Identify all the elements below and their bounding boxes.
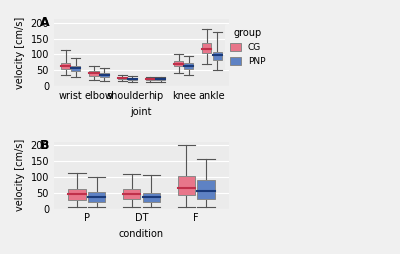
Bar [146,78,155,80]
Bar [118,77,127,79]
Bar [88,192,105,202]
Bar [184,63,193,69]
Bar [212,52,222,60]
Bar [123,189,140,199]
Text: B: B [40,138,50,152]
Text: A: A [40,16,50,29]
Bar [68,189,86,200]
Legend: CG, PNP: CG, PNP [225,24,270,70]
Y-axis label: velocity [cm/s]: velocity [cm/s] [15,17,25,89]
X-axis label: joint: joint [131,107,152,117]
Bar [61,63,70,69]
Bar [197,180,215,199]
Bar [142,193,160,202]
Bar [156,78,165,81]
Y-axis label: velocity [cm/s]: velocity [cm/s] [15,139,25,211]
Bar [202,43,212,53]
Bar [128,77,137,80]
X-axis label: condition: condition [119,229,164,239]
Bar [100,73,109,77]
Bar [72,66,80,71]
Bar [178,176,195,195]
Bar [90,71,98,76]
Bar [174,61,183,67]
